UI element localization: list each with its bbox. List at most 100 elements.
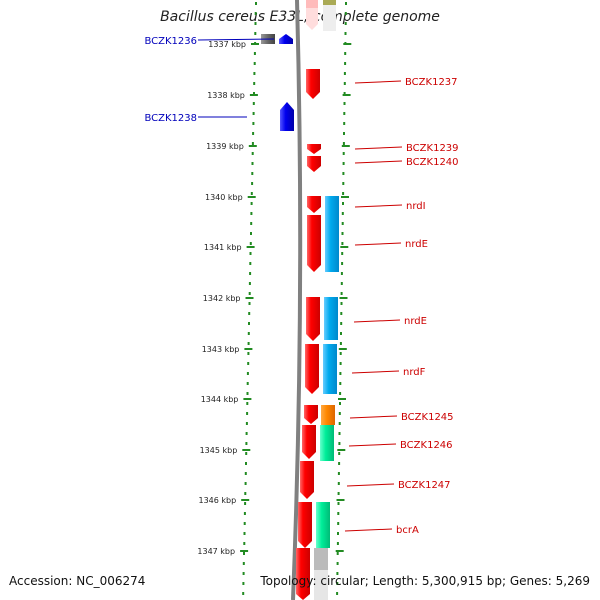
gene-nrdf[interactable] xyxy=(305,344,319,394)
rail-dot xyxy=(243,552,245,555)
rail-dot xyxy=(254,22,257,25)
rail-dot xyxy=(244,492,247,495)
rail-dot xyxy=(247,342,250,345)
cds-bottom-partial-grey[interactable] xyxy=(314,548,328,570)
gene-bczk1236[interactable] xyxy=(279,34,293,44)
gene-label[interactable]: BCZK1240 xyxy=(406,157,459,168)
kbp-major-tick xyxy=(243,398,252,400)
gene-bottom-partial[interactable] xyxy=(296,548,310,600)
genome-summary-label: Topology: circular; Length: 5,300,915 bp… xyxy=(260,574,590,588)
gene-top-partial-light[interactable] xyxy=(306,8,318,30)
gene-bczk1246[interactable] xyxy=(302,425,316,459)
rail-dot xyxy=(344,62,347,65)
rail-dot xyxy=(342,152,345,155)
rail-dot xyxy=(341,252,344,255)
rail-dot xyxy=(246,392,249,395)
rail-dot xyxy=(344,12,347,15)
rail-dot xyxy=(248,312,251,315)
rail-dot xyxy=(336,552,339,555)
rail-dot xyxy=(248,322,250,325)
rail-dot xyxy=(252,102,255,105)
rail-dot xyxy=(338,412,341,415)
kbp-major-tick xyxy=(338,398,346,400)
rail-dot xyxy=(247,332,250,335)
rail-dot xyxy=(251,142,254,145)
kbp-scale: 1337 kbp 1338 kbp 1339 kbp 1340 kbp 1341 kbp… xyxy=(197,40,352,556)
rail-dot xyxy=(244,482,247,485)
kbp-tick-label: 1347 kbp xyxy=(197,547,235,556)
rail-dot xyxy=(337,472,340,475)
kbp-tick-label: 1337 kbp xyxy=(208,40,246,49)
kbp-major-tick xyxy=(247,196,256,198)
rail-dot xyxy=(338,442,341,445)
cds-nrdf-blue[interactable] xyxy=(323,344,337,394)
gene-nrdi[interactable] xyxy=(307,196,321,213)
rail-dot xyxy=(245,422,248,425)
gene-label[interactable]: BCZK1247 xyxy=(398,480,451,491)
accession-label: Accession: NC_006274 xyxy=(9,574,146,588)
gene-leader-line xyxy=(354,146,403,150)
rail-dot xyxy=(250,232,252,235)
rail-dot xyxy=(341,262,344,265)
gene-label[interactable]: BCZK1239 xyxy=(406,143,459,154)
kbp-major-tick xyxy=(338,348,347,350)
rail-dot xyxy=(343,92,346,95)
gene-label[interactable]: BCZK1245 xyxy=(401,412,454,423)
gene-label[interactable]: nrdE xyxy=(405,239,428,250)
cds-bczk1245-orange[interactable] xyxy=(321,405,335,425)
rail-dot xyxy=(343,102,346,105)
kbp-major-tick xyxy=(246,246,255,248)
rail-dot xyxy=(343,72,346,75)
kbp-major-tick xyxy=(341,196,349,198)
gene-bczk1238[interactable] xyxy=(280,102,294,131)
rail-dot xyxy=(345,2,347,5)
gene-leader-line xyxy=(354,204,403,208)
rail-dot xyxy=(253,92,255,95)
rail-dot xyxy=(344,52,347,55)
gene-bczk1247[interactable] xyxy=(300,461,314,499)
gene-label[interactable]: BCZK1236 xyxy=(144,36,197,47)
gene-bczk1239[interactable] xyxy=(307,144,321,154)
cds-nrde-2-blue[interactable] xyxy=(324,297,338,340)
cds-bcra-green[interactable] xyxy=(316,502,330,548)
rail-dot xyxy=(251,162,254,165)
rail-dot xyxy=(343,122,346,125)
gene-label[interactable]: nrdE xyxy=(404,316,427,327)
rail-dot xyxy=(252,132,255,135)
rail-dot xyxy=(252,112,255,115)
rail-dot xyxy=(253,62,256,65)
gene-nrde-2[interactable] xyxy=(306,297,320,341)
gene-label[interactable]: bcrA xyxy=(396,525,419,536)
rail-dot xyxy=(337,512,340,515)
rail-dot xyxy=(344,32,347,35)
rail-dot xyxy=(242,572,245,575)
gene-bcra[interactable] xyxy=(298,502,312,548)
rail-dot xyxy=(244,502,247,505)
cds-bottom-partial-light[interactable] xyxy=(314,570,328,600)
cds-top-partial-light[interactable] xyxy=(323,5,336,31)
gene-label[interactable]: nrdF xyxy=(403,367,426,378)
gene-label[interactable]: nrdI xyxy=(406,201,426,212)
rail-dot xyxy=(336,572,339,575)
cds-nrdi-nrde-blue[interactable] xyxy=(325,196,339,272)
rail-dot xyxy=(340,312,343,315)
rail-dot xyxy=(245,432,248,435)
cds-top-partial[interactable] xyxy=(323,0,336,5)
rail-dot xyxy=(337,522,340,525)
rail-dot xyxy=(339,402,341,405)
rail-dot xyxy=(339,382,342,385)
gene-leader-line xyxy=(349,415,398,419)
gene-nrde-1[interactable] xyxy=(307,215,321,272)
rail-dot xyxy=(245,452,248,455)
gene-bczk1240[interactable] xyxy=(307,156,321,172)
gene-label[interactable]: BCZK1237 xyxy=(405,77,458,88)
gene-label[interactable]: BCZK1238 xyxy=(144,113,197,124)
cds-bczk1246-green[interactable] xyxy=(320,425,334,461)
rail-dot xyxy=(340,272,343,275)
rail-dot xyxy=(246,382,249,385)
gene-bczk1237[interactable] xyxy=(306,69,320,99)
gene-bczk1245[interactable] xyxy=(304,405,318,424)
rail-dot xyxy=(242,582,245,585)
gene-label[interactable]: BCZK1246 xyxy=(400,440,453,451)
rail-dot xyxy=(245,462,247,465)
